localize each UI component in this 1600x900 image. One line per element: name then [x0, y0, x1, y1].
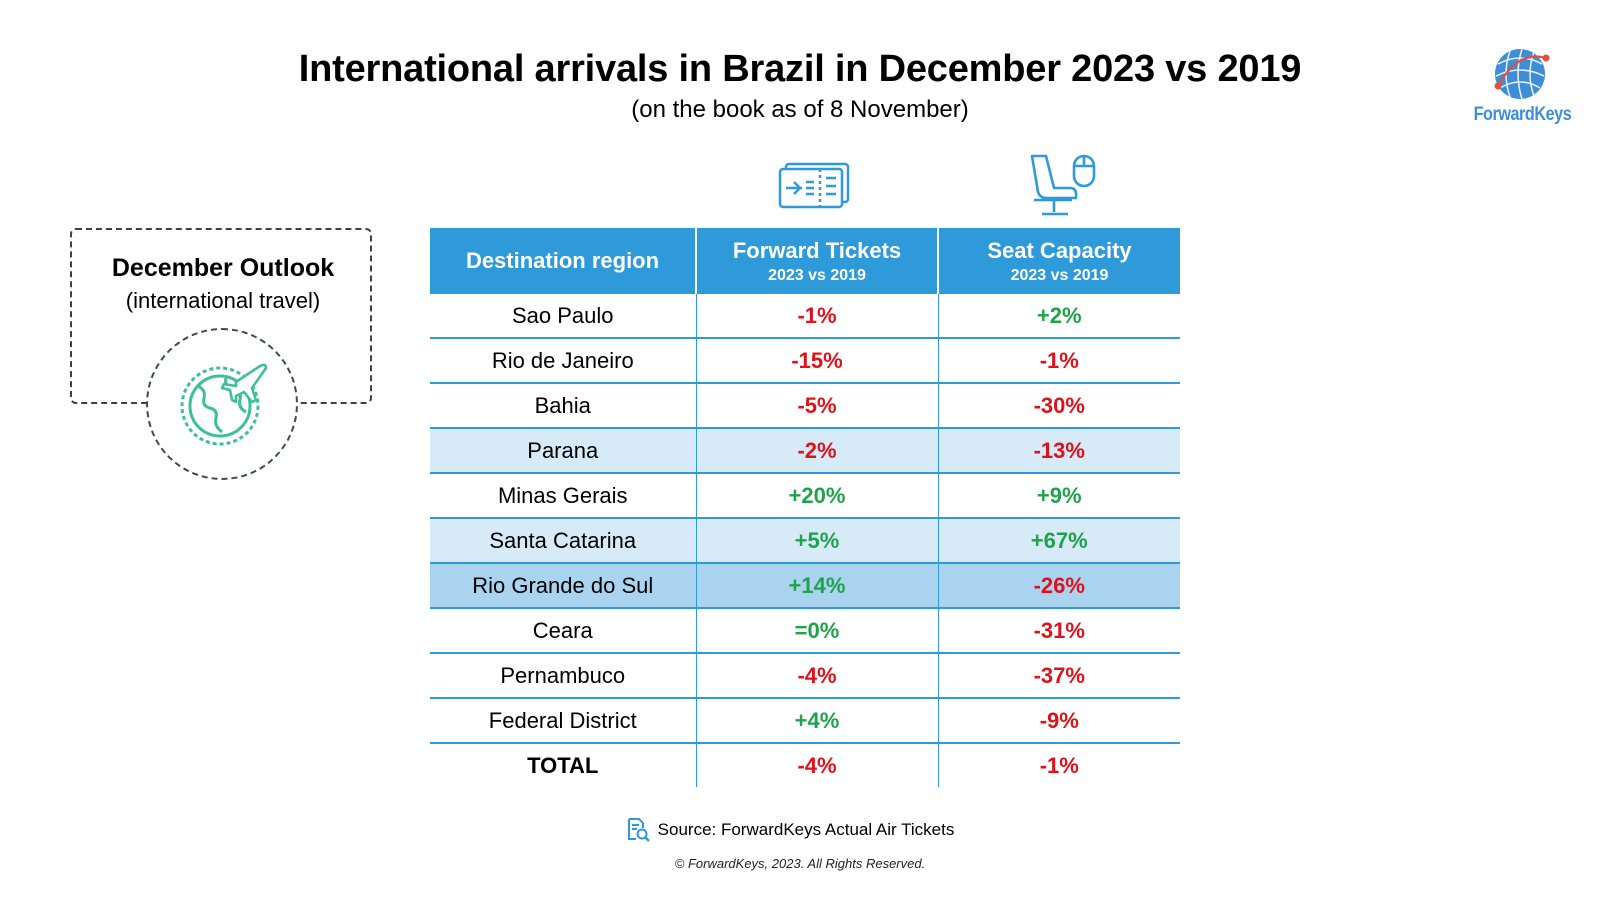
- tickets-cell: +5%: [696, 518, 939, 564]
- globe-network-icon: [1494, 48, 1550, 100]
- tickets-cell: +20%: [696, 473, 939, 519]
- source-note: Source: ForwardKeys Actual Air Tickets: [0, 818, 1600, 847]
- table-header-row: Destination region Forward Tickets 2023 …: [430, 228, 1180, 294]
- seats-cell: -31%: [938, 608, 1180, 654]
- outlook-icon-circle: [146, 328, 298, 480]
- airplane-seat-icon: [1030, 154, 1096, 216]
- tickets-cell: -15%: [696, 338, 939, 384]
- tickets-cell: -1%: [696, 294, 939, 339]
- logo-text: ForwardKeys: [1473, 104, 1572, 125]
- seats-cell: -30%: [938, 383, 1180, 429]
- globe-airplane-icon: [180, 363, 268, 446]
- copyright-text: © ForwardKeys, 2023. All Rights Reserved…: [674, 856, 926, 871]
- header-destination-region: Destination region: [430, 228, 697, 294]
- region-cell: Rio de Janeiro: [430, 338, 697, 384]
- table-row: Ceara =0% -31%: [430, 608, 1180, 654]
- header-forward-tickets: Forward Tickets 2023 vs 2019: [696, 228, 939, 294]
- page-title: International arrivals in Brazil in Dece…: [298, 48, 1302, 90]
- arrivals-table: Destination region Forward Tickets 2023 …: [430, 228, 1180, 787]
- region-cell: Sao Paulo: [430, 294, 697, 339]
- outlook-subtitle: (international travel): [125, 288, 321, 313]
- tickets-cell: -5%: [696, 383, 939, 429]
- seats-cell: -13%: [938, 428, 1180, 474]
- table-row: Santa Catarina +5% +67%: [430, 518, 1180, 564]
- tickets-cell: =0%: [696, 608, 939, 654]
- region-cell: Parana: [430, 428, 697, 474]
- tickets-cell: +14%: [696, 563, 939, 609]
- table-row: Federal District +4% -9%: [430, 698, 1180, 744]
- tickets-cell: -4%: [696, 743, 939, 787]
- december-outlook-box: December Outlook (international travel): [70, 228, 372, 404]
- seats-cell: -37%: [938, 653, 1180, 699]
- tickets-cell: -4%: [696, 653, 939, 699]
- header-seat-capacity: Seat Capacity 2023 vs 2019: [938, 228, 1180, 294]
- table-row: Minas Gerais +20% +9%: [430, 473, 1180, 519]
- seats-cell: -26%: [938, 563, 1180, 609]
- table-row: Parana -2% -13%: [430, 428, 1180, 474]
- tickets-cell: +4%: [696, 698, 939, 744]
- table-row: Rio de Janeiro -15% -1%: [430, 338, 1180, 384]
- document-search-icon: [627, 818, 650, 842]
- region-cell: Pernambuco: [430, 653, 697, 699]
- seats-cell: -1%: [1039, 752, 1079, 778]
- seats-cell: +9%: [938, 473, 1180, 519]
- source-text: Source: ForwardKeys Actual Air Tickets: [657, 820, 955, 839]
- outlook-title: December Outlook: [111, 254, 335, 282]
- table-row: Bahia -5% -30%: [430, 383, 1180, 429]
- region-cell: Ceara: [430, 608, 697, 654]
- seats-cell: +2%: [938, 294, 1180, 339]
- tickets-cell: -2%: [696, 428, 939, 474]
- seats-cell: -9%: [938, 698, 1180, 744]
- ticket-icon: [778, 162, 850, 209]
- region-cell: TOTAL: [430, 743, 697, 787]
- seats-cell: -1%: [938, 338, 1180, 384]
- region-cell: Santa Catarina: [430, 518, 697, 564]
- region-cell: Rio Grande do Sul: [430, 563, 697, 609]
- table-row: Rio Grande do Sul +14% -26%: [430, 563, 1180, 609]
- seats-cell: +67%: [938, 518, 1180, 564]
- region-cell: Federal District: [430, 698, 697, 744]
- region-cell: Minas Gerais: [430, 473, 697, 519]
- table-row: Pernambuco -4% -37%: [430, 653, 1180, 699]
- region-cell: Bahia: [430, 383, 697, 429]
- page-subtitle: (on the book as of 8 November): [631, 96, 969, 123]
- table-row-total: TOTAL -4% -1%: [430, 743, 1180, 787]
- forwardkeys-logo[interactable]: ForwardKeys: [1465, 46, 1575, 126]
- table-row: Sao Paulo -1% +2%: [430, 294, 1180, 339]
